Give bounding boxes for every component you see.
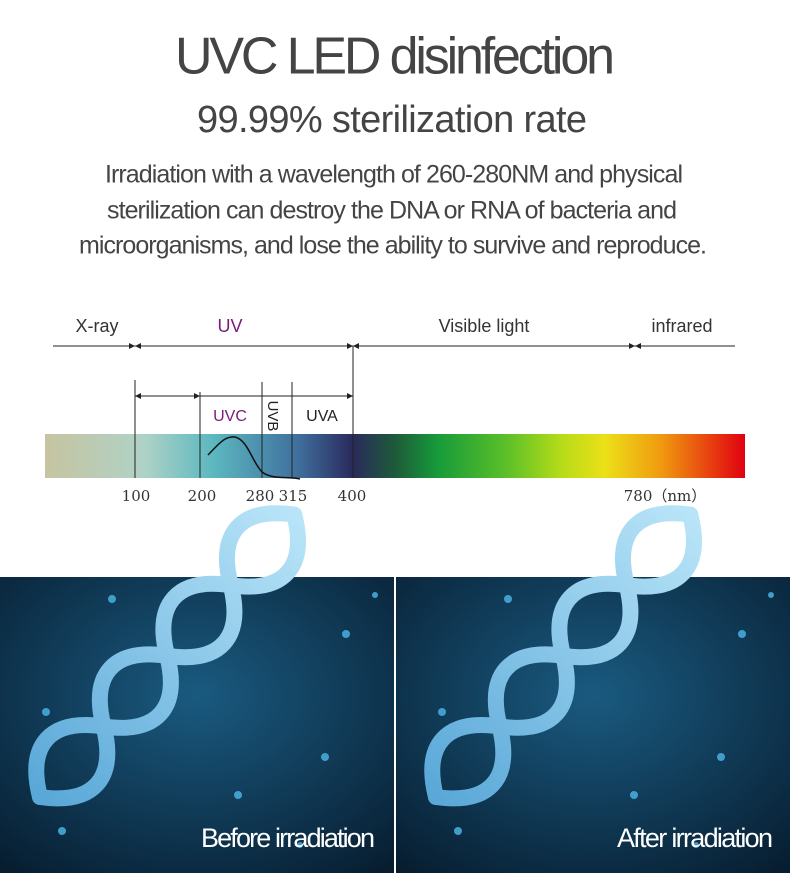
region-label: Visible light: [439, 316, 530, 336]
scale-label: 780（nm）: [624, 487, 707, 505]
image-after: [396, 492, 790, 873]
scale-label: 100: [122, 487, 151, 505]
scale-label: 200: [188, 487, 217, 505]
title: UVC LED disinfection: [175, 28, 615, 86]
scale-label: 400: [338, 487, 367, 505]
image-caption: After irradiation: [617, 823, 773, 853]
subtitle: 99.99% sterilization rate: [197, 99, 587, 141]
band-label: UVB: [264, 401, 281, 432]
band-label: UVA: [306, 408, 338, 425]
scale-label: 315: [279, 487, 308, 505]
band-label: UVC: [213, 408, 247, 425]
region-label: UV: [217, 316, 242, 336]
description-line: microorganisms, and lose the ability to …: [79, 232, 707, 260]
region-label: infrared: [651, 316, 712, 336]
description-line: sterilization can destroy the DNA or RNA…: [107, 197, 677, 225]
description-line: Irradiation with a wavelength of 260-280…: [105, 161, 683, 189]
scale-label: 280: [246, 487, 275, 505]
region-label: X-ray: [75, 316, 118, 336]
image-before: [0, 492, 394, 873]
image-caption: Before irradiation: [201, 823, 375, 853]
spectrum-diagram: X-ray UV Visible light infrared UVC UVB …: [45, 316, 745, 505]
